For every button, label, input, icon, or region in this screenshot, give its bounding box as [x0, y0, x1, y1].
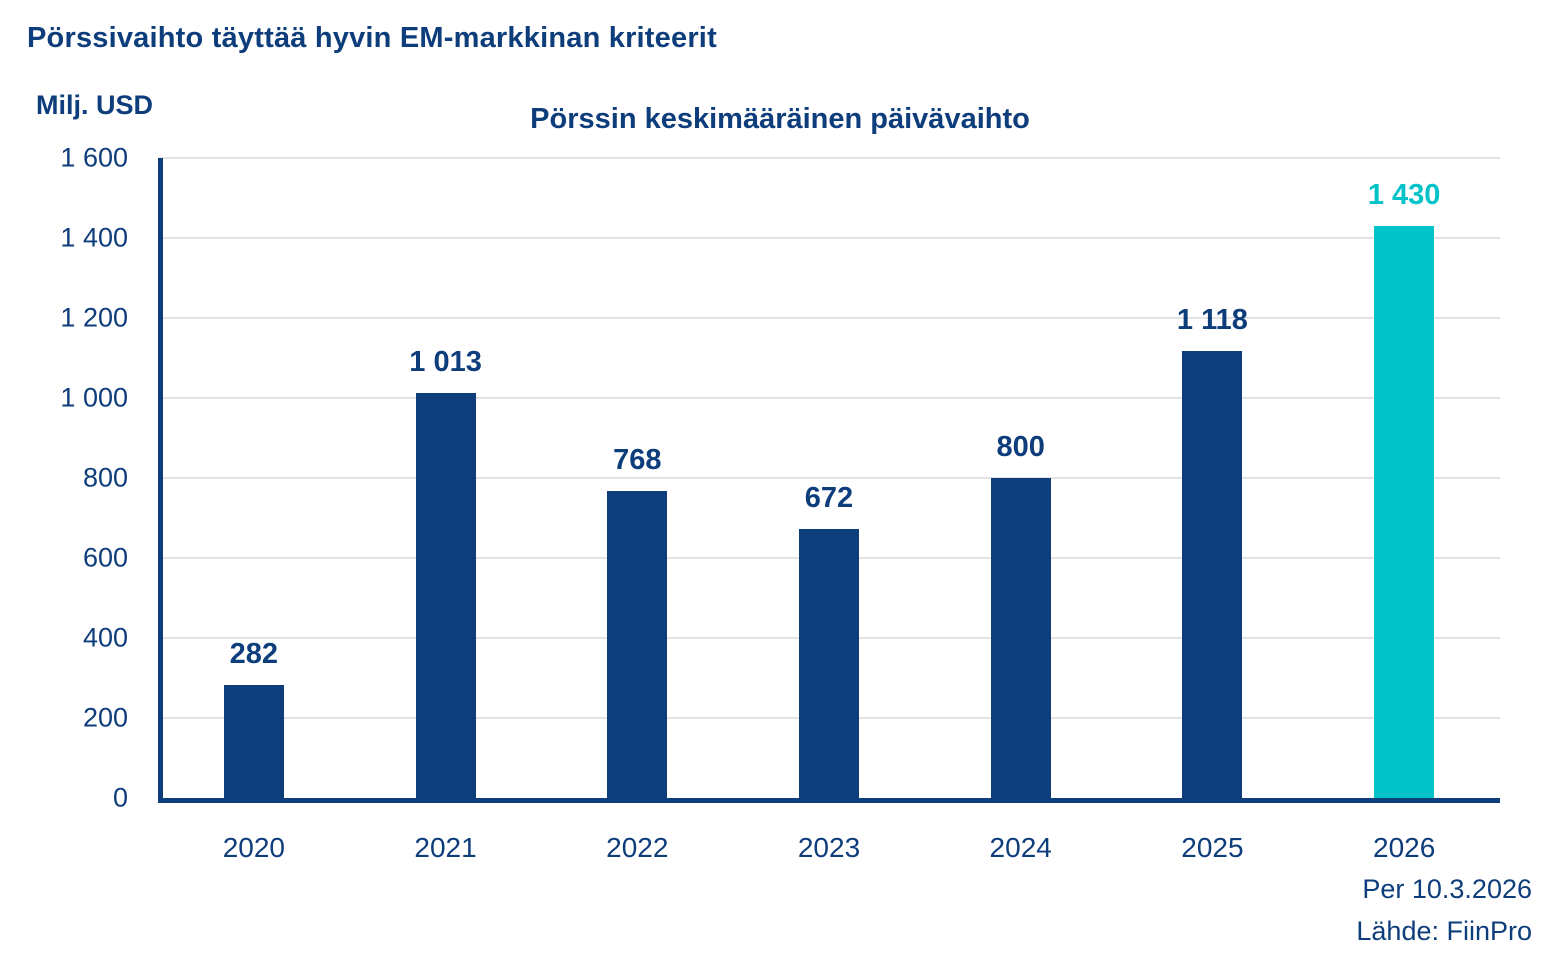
y-tick-label-1400: 1 400 — [60, 222, 128, 253]
bar-value-label-2022: 768 — [613, 443, 662, 476]
plot-area: 282 1 013 768 672 800 1 118 1 430 — [158, 157, 1500, 798]
gridline-1400 — [158, 237, 1500, 239]
y-tick-label-600: 600 — [82, 542, 128, 573]
bar-2022 — [607, 490, 668, 798]
bar-2025 — [1182, 350, 1243, 798]
y-axis-unit-label: Milj. USD — [36, 90, 154, 120]
y-tick-label-200: 200 — [82, 702, 128, 733]
y-tick-label-1600: 1 600 — [60, 142, 128, 173]
y-tick-label-0: 0 — [112, 782, 128, 813]
bar-2024 — [990, 478, 1051, 798]
gridline-1600 — [158, 157, 1500, 159]
bar-2021 — [415, 392, 476, 798]
bar-value-label-2024: 800 — [996, 431, 1045, 463]
gridline-1200 — [158, 317, 1500, 319]
chart-title: Pörssin keskimääräinen päivävaihto — [530, 103, 1030, 135]
x-axis-line — [158, 798, 1500, 803]
bar-2023 — [799, 529, 859, 798]
page-title: Pörssivaihto täyttää hyvin EM-markkinan … — [27, 22, 717, 54]
bar-value-label-2023: 672 — [804, 482, 854, 515]
source-note: Lähde: FiinPro — [1356, 916, 1532, 946]
footer-notes: Per 10.3.2026 Lähde: FiinPro — [1356, 868, 1532, 952]
y-tick-label-1200: 1 200 — [60, 302, 128, 333]
bar-2020 — [223, 685, 284, 798]
x-tick-label-2021: 2021 — [414, 832, 477, 863]
x-tick-label-2020: 2020 — [222, 832, 285, 863]
bar-2026 — [1374, 226, 1435, 798]
gridline-800 — [158, 477, 1500, 479]
x-tick-label-2026: 2026 — [1372, 832, 1436, 863]
y-tick-label-800: 800 — [82, 462, 128, 493]
x-tick-label-2022: 2022 — [606, 832, 669, 863]
as-of-date: Per 10.3.2026 — [1362, 874, 1532, 904]
x-tick-label-2023: 2023 — [797, 832, 861, 863]
x-tick-label-2024: 2024 — [989, 832, 1052, 863]
x-tick-label-2025: 2025 — [1181, 832, 1244, 863]
bar-value-label-2020: 282 — [229, 638, 279, 671]
bar-value-label-2025: 1 118 — [1176, 303, 1248, 336]
gridline-1000 — [158, 397, 1500, 399]
y-tick-label-1000: 1 000 — [60, 382, 128, 413]
y-axis-line — [158, 158, 163, 803]
y-tick-label-400: 400 — [82, 622, 128, 653]
bar-value-label-2021: 1 013 — [409, 345, 482, 378]
bar-value-label-2026: 1 430 — [1367, 179, 1441, 211]
